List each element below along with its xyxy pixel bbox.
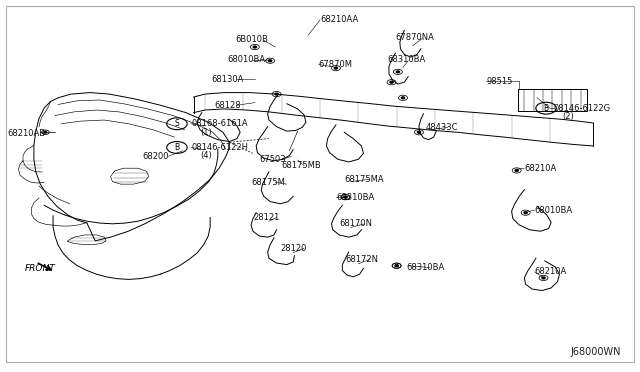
Text: 67870NA: 67870NA xyxy=(396,33,434,42)
Text: (4): (4) xyxy=(200,151,212,160)
Circle shape xyxy=(542,277,545,279)
Text: 67503: 67503 xyxy=(259,155,286,164)
Text: 68128: 68128 xyxy=(214,101,241,110)
Text: 28121: 28121 xyxy=(253,213,280,222)
Text: 08146-6122H: 08146-6122H xyxy=(191,143,248,152)
Text: (1): (1) xyxy=(200,128,212,137)
Text: B: B xyxy=(543,104,548,113)
Circle shape xyxy=(396,265,398,266)
Circle shape xyxy=(395,265,398,267)
Text: 68175MB: 68175MB xyxy=(282,161,321,170)
Text: 68310BA: 68310BA xyxy=(387,55,426,64)
Text: 48433C: 48433C xyxy=(426,123,458,132)
Text: 68170N: 68170N xyxy=(339,219,372,228)
Text: 28120: 28120 xyxy=(280,244,307,253)
Text: (2): (2) xyxy=(563,112,575,121)
Circle shape xyxy=(269,60,272,62)
Text: 08168-6161A: 08168-6161A xyxy=(191,119,248,128)
Text: B: B xyxy=(174,143,179,152)
Circle shape xyxy=(396,71,399,73)
Circle shape xyxy=(44,132,47,133)
Circle shape xyxy=(515,170,518,171)
Circle shape xyxy=(417,131,420,133)
Circle shape xyxy=(390,81,393,83)
Text: 68010BA: 68010BA xyxy=(534,206,573,215)
Circle shape xyxy=(334,67,337,69)
Text: 68210A: 68210A xyxy=(524,164,557,173)
Text: 68310BA: 68310BA xyxy=(406,263,444,272)
Text: 6B010B: 6B010B xyxy=(236,35,269,44)
Text: 68010BA: 68010BA xyxy=(227,55,266,64)
Text: 67870M: 67870M xyxy=(319,60,353,69)
Circle shape xyxy=(401,97,404,99)
Text: 68175MA: 68175MA xyxy=(344,175,384,184)
Text: 68210AA: 68210AA xyxy=(320,15,358,24)
Text: J68000WN: J68000WN xyxy=(571,347,621,357)
Text: 68175M: 68175M xyxy=(251,178,285,187)
Text: 98515: 98515 xyxy=(486,77,513,86)
Text: 68310BA: 68310BA xyxy=(336,193,374,202)
Circle shape xyxy=(253,46,257,48)
Circle shape xyxy=(524,212,527,214)
Text: FRONT: FRONT xyxy=(25,264,56,273)
Text: 68172N: 68172N xyxy=(346,255,378,264)
Circle shape xyxy=(344,196,347,198)
Text: 08146-6122G: 08146-6122G xyxy=(554,104,611,113)
Text: S: S xyxy=(175,119,179,128)
Text: 68210AB: 68210AB xyxy=(7,129,45,138)
Text: 68210A: 68210A xyxy=(534,267,567,276)
Text: 68200: 68200 xyxy=(143,152,169,161)
Circle shape xyxy=(344,196,347,198)
Circle shape xyxy=(275,93,278,95)
Text: 68130A: 68130A xyxy=(211,75,244,84)
